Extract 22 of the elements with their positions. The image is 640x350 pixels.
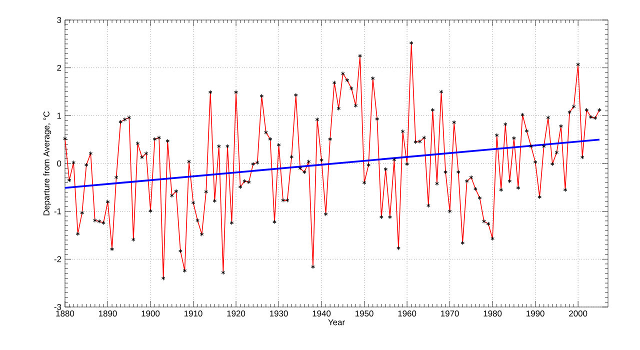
x-tick-label: 1960 [398,310,416,317]
x-tick-label: 2000 [569,310,588,317]
y-tick-label: 0 [57,160,62,166]
x-tick-label: 1880 [56,310,74,317]
x-tick-label: 1940 [312,310,331,317]
x-axis-title: Year [328,319,345,326]
y-tick-label: 3 [57,17,62,23]
x-tick-label: 1920 [227,310,246,317]
y-tick-label: 1 [57,112,62,119]
x-tick-label: 1980 [484,310,502,317]
x-tick-label: 1900 [142,310,160,317]
y-tick-label: -3 [54,304,62,310]
x-tick-label: 1990 [526,310,544,317]
x-tick-label: 1910 [184,310,202,317]
y-tick-label: -1 [54,208,62,214]
x-tick-label: 1890 [98,310,117,317]
x-tick-label: 1970 [441,310,459,317]
x-tick-label: 1930 [270,310,288,317]
y-tick-label: -2 [54,256,62,262]
y-tick-label: 2 [57,64,62,71]
x-tick-label: 1950 [356,310,374,317]
y-axis-title: Departure from Average, °C [43,111,52,216]
